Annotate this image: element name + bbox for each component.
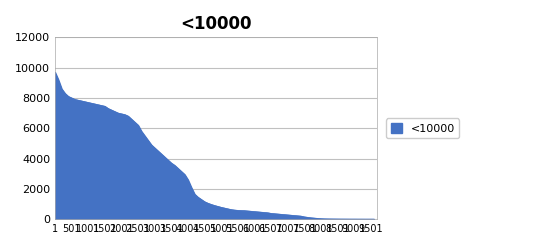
Title: <10000: <10000 bbox=[180, 15, 252, 33]
Legend: <10000: <10000 bbox=[386, 119, 459, 138]
